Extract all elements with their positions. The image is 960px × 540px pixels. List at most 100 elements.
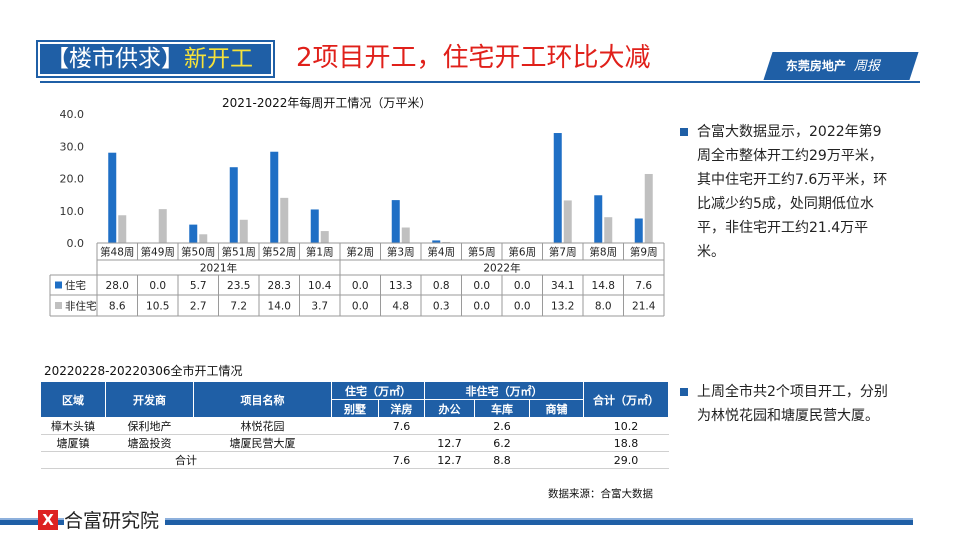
th-villa: 别墅	[331, 399, 379, 418]
data-label: 0.0	[352, 301, 369, 313]
data-label: 10.5	[146, 301, 169, 313]
legend-swatch	[55, 302, 62, 309]
tag-bracket-close: 】	[161, 46, 184, 72]
bar-nonresidential	[199, 234, 208, 243]
cell-shop	[529, 417, 584, 435]
bar-residential	[229, 167, 238, 243]
data-label: 21.4	[632, 301, 656, 313]
bar-residential	[189, 224, 198, 243]
x-tick-label: 第50周	[181, 246, 215, 259]
th-garage: 车库	[474, 399, 530, 418]
th-shop: 商铺	[529, 399, 584, 418]
data-label: 0.0	[352, 280, 369, 292]
brand-badge: 东莞房地产 周报	[763, 52, 919, 80]
bullet-square-icon	[680, 388, 688, 396]
bar-residential	[391, 200, 400, 243]
weekly-starts-chart: 0.010.020.030.040.0第48周 第49周 第50周 第51周 第52周第…	[49, 108, 665, 317]
project-starts-table: 区域 开发商 项目名称 住宅（万㎡） 非住宅（万㎡） 合计（万㎡） 别墅 洋房 …	[40, 381, 669, 469]
data-label: 2.7	[190, 301, 207, 313]
cell-sum-garage: 8.8	[474, 451, 530, 469]
cell-district: 塘厦镇	[40, 434, 106, 452]
bar-residential	[310, 209, 319, 243]
header-divider	[40, 81, 920, 83]
bar-nonresidential	[604, 217, 613, 243]
bar-residential	[432, 240, 441, 243]
table-row: 塘厦镇 塘盈投资 塘厦民营大厦 12.7 6.2 18.8	[40, 434, 669, 452]
data-label: 0.0	[473, 301, 490, 313]
cell-sum-total: 29.0	[583, 451, 669, 469]
x-tick-label: 第1周	[306, 246, 334, 259]
section-tag: 【楼市供求】新开工	[36, 40, 275, 78]
cell-apartment: 7.6	[378, 417, 425, 435]
y-tick-label: 20.0	[60, 173, 85, 186]
x-tick-label: 第7周	[549, 246, 577, 259]
bar-residential	[594, 195, 603, 243]
data-label: 14.0	[268, 301, 291, 313]
data-label: 8.0	[595, 301, 612, 313]
data-label: 14.8	[592, 280, 615, 292]
tag-subtopic: 新开工	[184, 46, 253, 72]
cell-project: 林悦花园	[193, 417, 332, 435]
company-name: 合富研究院	[64, 506, 166, 533]
x-tick-label: 第8周	[589, 246, 617, 259]
x-tick-label: 第9周	[630, 246, 658, 259]
bar-nonresidential	[563, 200, 572, 243]
cell-garage: 2.6	[474, 417, 530, 435]
cell-sum-apartment: 7.6	[378, 451, 425, 469]
bullet-text-2: 上周全市共2个项目开工，分别为林悦花园和塘厦民营大厦。	[697, 384, 888, 424]
data-label: 4.8	[392, 301, 409, 313]
th-nonresidential: 非住宅（万㎡）	[424, 381, 584, 400]
th-project: 项目名称	[193, 381, 332, 418]
data-label: 7.2	[230, 301, 247, 313]
bullet-summary: 合富大数据显示，2022年第9周全市整体开工约29万平米，其中住宅开工约7.6万…	[680, 120, 895, 264]
x-tick-label: 第49周	[141, 246, 175, 259]
x-tick-label: 第52周	[262, 246, 296, 259]
footer-bar	[0, 518, 913, 525]
y-tick-label: 10.0	[60, 205, 85, 218]
bar-residential	[108, 152, 117, 243]
logo-mark-icon: X	[38, 509, 58, 530]
th-developer: 开发商	[105, 381, 194, 418]
bar-residential	[634, 218, 643, 243]
x-group-label: 2022年	[483, 262, 520, 275]
bar-nonresidential	[644, 173, 653, 243]
table-caption: 20220228-20220306全市开工情况	[44, 364, 243, 378]
x-tick-label: 第48周	[100, 246, 134, 259]
bar-residential	[553, 133, 562, 243]
company-logo: X 合富研究院	[38, 506, 166, 533]
cell-office	[424, 417, 475, 435]
data-label: 0.3	[433, 301, 450, 313]
x-tick-label: 第6周	[508, 246, 536, 259]
y-tick-label: 40.0	[60, 108, 85, 121]
cell-villa	[331, 434, 379, 452]
bullet-text-1: 合富大数据显示，2022年第9周全市整体开工约29万平米，其中住宅开工约7.6万…	[697, 124, 888, 260]
cell-office: 12.7	[424, 434, 475, 452]
table-row: 樟木头镇 保利地产 林悦花园 7.6 2.6 10.2	[40, 417, 669, 435]
bar-residential	[270, 151, 279, 243]
data-label: 0.0	[514, 301, 531, 313]
data-label: 13.3	[389, 280, 412, 292]
bar-nonresidential	[118, 215, 127, 243]
th-apartment: 洋房	[378, 399, 425, 418]
chart-title: 2021-2022年每周开工情况（万平米）	[222, 96, 432, 110]
cell-sum-villa	[331, 451, 379, 469]
bar-nonresidential	[320, 231, 329, 243]
th-residential: 住宅（万㎡）	[331, 381, 425, 400]
data-label: 5.7	[190, 280, 207, 292]
x-tick-label: 第51周	[222, 246, 256, 259]
data-label: 3.7	[311, 301, 328, 313]
bullet-square-icon	[680, 128, 688, 136]
data-label: 28.3	[268, 280, 291, 292]
cell-sum-shop	[529, 451, 584, 469]
bar-nonresidential	[158, 209, 167, 243]
data-label: 0.0	[514, 280, 531, 292]
y-tick-label: 0.0	[67, 237, 85, 250]
cell-garage: 6.2	[474, 434, 530, 452]
data-label: 7.6	[635, 280, 652, 292]
data-source-note: 数据来源：合富大数据	[548, 488, 653, 500]
data-label: 10.4	[308, 280, 332, 292]
bar-nonresidential	[239, 219, 248, 243]
x-tick-label: 第5周	[468, 246, 496, 259]
cell-shop	[529, 434, 584, 452]
data-label: 0.0	[473, 280, 490, 292]
